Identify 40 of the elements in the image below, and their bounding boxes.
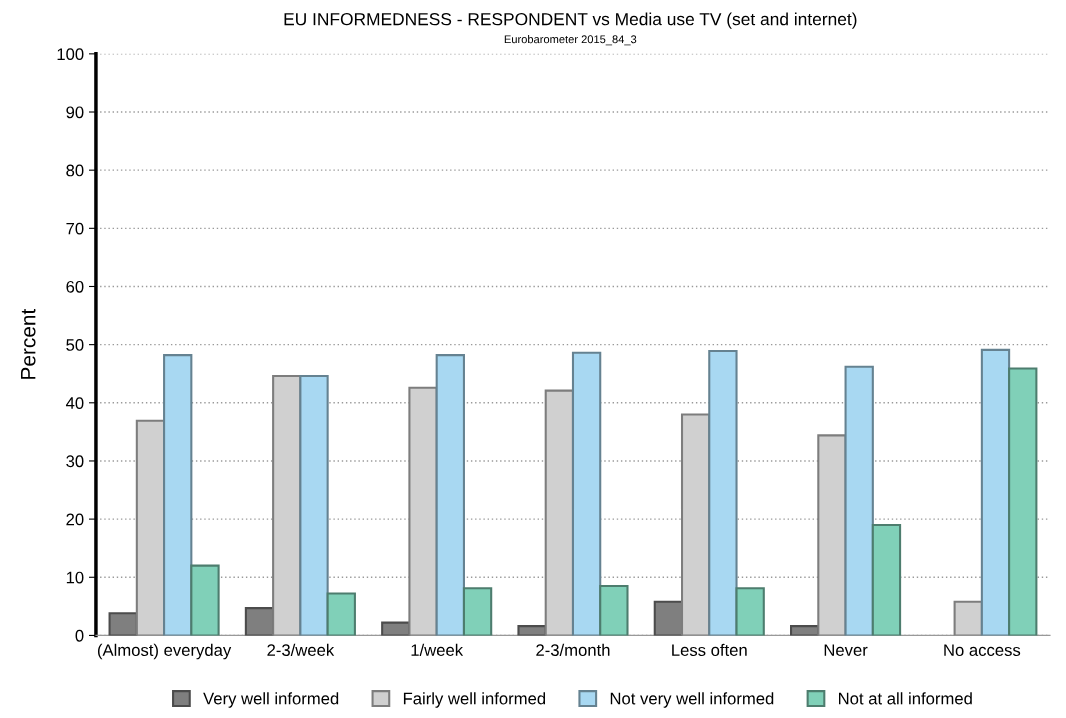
bar [571,351,602,636]
y-tick-label: 90 [66,106,84,119]
y-axis-title: Percent [21,308,36,379]
x-tick-label: Less often [672,643,747,657]
x-tick-label: 2-3/week [267,643,335,657]
x-tick-label: (Almost) everyday [97,643,232,660]
bar [735,587,765,636]
bar [462,587,493,636]
y-tick-label: 50 [66,339,84,351]
bar [190,564,220,636]
y-tick-label: 80 [66,164,84,177]
bar [1008,367,1038,636]
y-tick-label: 30 [66,455,84,468]
bar [953,600,983,636]
bar [163,354,193,636]
y-tick-label: 0 [75,629,84,642]
bar [844,365,874,636]
y-tick-label: 60 [66,280,84,293]
y-tick-label: 70 [66,222,84,235]
y-tick-label: 10 [66,571,84,584]
x-tick-label: Never [824,644,868,657]
legend-label: Very well informed [203,692,339,708]
bar [871,523,902,636]
bar [299,375,329,636]
bar [326,592,356,636]
chart-subtitle: Eurobarometer 2015_84_3 [504,35,637,46]
x-tick-label: 2-3/month [536,643,610,657]
y-tick-label: 40 [65,397,84,409]
chart-title: EU INFORMEDNESS - RESPONDENT vs Media use TV (set and internet) [284,12,857,29]
legend-label: Fairly well informed [403,692,546,708]
x-tick-label: 1/week [411,643,464,657]
legend-label: Not very well informed [610,692,774,708]
bar [599,584,629,636]
y-tick-label: 20 [66,513,84,526]
x-tick-label: No access [944,644,1021,657]
bar [435,354,465,636]
y-tick-label: 100 [57,48,84,61]
bar [708,350,738,636]
legend-label: Not at all informed [839,692,972,705]
bar [980,348,1011,636]
